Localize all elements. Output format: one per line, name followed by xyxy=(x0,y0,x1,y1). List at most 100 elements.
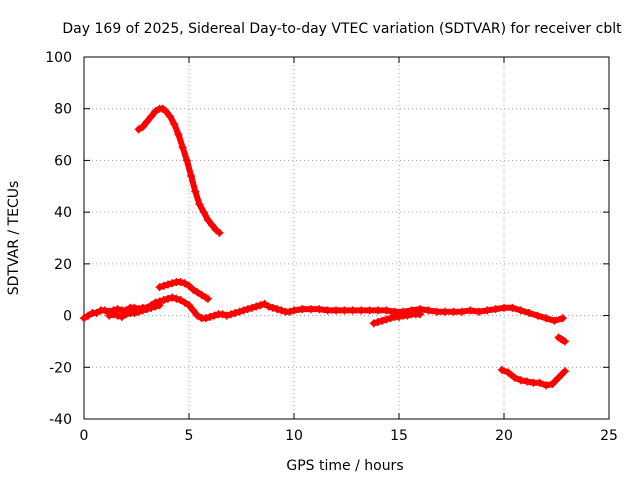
data-point xyxy=(264,302,273,311)
data-point xyxy=(203,215,212,224)
data-point xyxy=(382,315,391,324)
data-point xyxy=(542,314,550,323)
data-point xyxy=(151,107,160,116)
data-point xyxy=(491,305,500,314)
data-point xyxy=(374,306,382,315)
data-point xyxy=(138,122,147,131)
data-point xyxy=(516,376,525,385)
data-point xyxy=(180,279,189,288)
data-point xyxy=(109,310,118,319)
series-band xyxy=(135,105,223,236)
y-tick-label: 0 xyxy=(63,309,72,325)
data-point xyxy=(298,305,307,314)
data-point xyxy=(243,305,252,314)
series-arc-lower xyxy=(105,301,164,321)
data-point xyxy=(378,316,387,325)
data-point xyxy=(466,306,475,315)
data-point xyxy=(161,107,170,116)
data-point xyxy=(130,308,139,317)
data-point xyxy=(285,307,294,316)
y-tick-label: 80 xyxy=(54,102,72,118)
data-point xyxy=(535,378,544,387)
data-point xyxy=(215,228,224,237)
data-point xyxy=(273,305,282,314)
x-tick-label: 0 xyxy=(80,428,89,444)
data-point xyxy=(222,311,231,320)
data-point xyxy=(143,117,151,126)
data-point xyxy=(323,306,332,315)
data-point xyxy=(554,373,563,382)
data-point xyxy=(159,281,168,290)
x-tick-label: 25 xyxy=(600,428,618,444)
y-tick-label: 60 xyxy=(54,153,72,169)
data-point xyxy=(424,306,433,315)
data-point xyxy=(315,305,324,314)
data-point xyxy=(332,306,340,315)
data-point xyxy=(201,314,210,323)
x-tick-label: 20 xyxy=(495,428,513,444)
data-point xyxy=(199,208,208,217)
series-arc-hump xyxy=(155,277,212,303)
x-axis-label: GPS time / hours xyxy=(286,458,403,474)
data-point xyxy=(147,112,156,121)
data-point xyxy=(510,373,519,382)
data-point xyxy=(248,303,256,312)
data-point xyxy=(500,303,508,312)
data-point xyxy=(218,310,227,319)
data-point xyxy=(365,306,374,315)
data-point xyxy=(143,305,151,314)
data-point xyxy=(208,221,217,230)
data-point xyxy=(117,312,126,321)
data-point xyxy=(260,299,269,308)
data-point xyxy=(168,293,177,302)
data-point xyxy=(134,307,143,316)
data-point xyxy=(357,306,366,315)
grid-lines xyxy=(84,57,609,419)
data-point xyxy=(290,306,298,315)
data-point xyxy=(178,143,187,152)
data-point xyxy=(458,307,466,316)
data-point xyxy=(203,294,212,303)
data-point xyxy=(504,368,513,377)
data-point xyxy=(189,285,198,294)
y-tick-label: -20 xyxy=(49,360,72,376)
data-series xyxy=(80,104,569,390)
data-point xyxy=(239,306,248,315)
data-point xyxy=(151,302,160,311)
data-point xyxy=(227,310,235,319)
plot-frame xyxy=(83,56,610,420)
data-point xyxy=(382,306,391,315)
data-point xyxy=(174,130,183,139)
data-point xyxy=(185,281,193,290)
data-point xyxy=(180,298,189,307)
data-point xyxy=(542,381,550,390)
data-point xyxy=(558,314,567,323)
x-tick-label: 5 xyxy=(185,428,194,444)
data-point xyxy=(523,377,532,386)
data-point xyxy=(533,311,542,320)
data-point xyxy=(306,305,315,314)
data-point xyxy=(560,337,569,346)
y-tick-label: 100 xyxy=(45,50,72,66)
data-point xyxy=(155,283,164,292)
data-point xyxy=(206,312,214,321)
data-point xyxy=(182,156,191,165)
data-point xyxy=(348,306,357,315)
data-point xyxy=(252,302,261,311)
axis-ticks: 0 5 10 15 20 25 -40 -20 0 20 40 60 80 100 xyxy=(45,50,618,444)
data-point xyxy=(483,306,492,315)
data-point xyxy=(164,280,172,289)
data-point xyxy=(168,279,177,288)
data-point xyxy=(172,294,181,303)
data-point xyxy=(191,187,200,196)
data-point xyxy=(508,303,517,312)
data-point xyxy=(159,296,168,305)
data-point xyxy=(369,319,378,328)
data-point xyxy=(122,310,130,319)
data-point xyxy=(84,311,93,320)
data-point xyxy=(134,125,143,134)
data-point xyxy=(516,306,525,315)
data-point xyxy=(340,306,349,315)
data-point xyxy=(147,303,156,312)
